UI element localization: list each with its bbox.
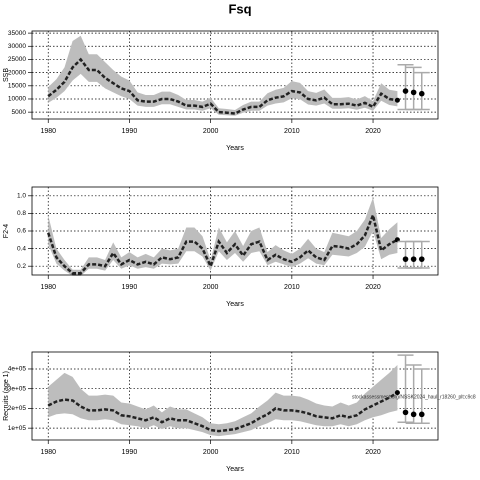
x-tick-label: 2000 [203, 284, 219, 291]
y-axis-label: Recruits (age 1) [3, 371, 10, 421]
y-tick-label: 30000 [8, 43, 26, 50]
forecast-point [402, 256, 409, 262]
x-tick-label: 2010 [284, 128, 300, 135]
plot-frame [31, 186, 439, 276]
forecast-point [418, 90, 425, 97]
y-axis-label: SSB [3, 68, 10, 82]
estimate-line [47, 57, 398, 115]
plot-frame [31, 351, 439, 441]
forecast-point [410, 256, 417, 262]
y-tick-label: 10000 [8, 96, 26, 103]
x-tick-label: 1980 [40, 128, 56, 135]
x-tick-label: 2020 [365, 128, 381, 135]
x-axis-label: Years [226, 466, 244, 473]
y-tick-label: 0.6 [17, 228, 26, 235]
y-tick-label: 0.2 [17, 263, 26, 270]
x-tick-label: 1980 [40, 449, 56, 456]
y-tick-label: 5000 [12, 109, 27, 116]
x-tick-label: 2020 [365, 284, 381, 291]
chart-title: Fsq [228, 1, 251, 16]
forecast-point [418, 411, 425, 418]
estimate-line [47, 391, 399, 433]
annotation: stockassessment.org/NSSK2024_haul_r18260… [352, 394, 476, 400]
forecast-point [410, 89, 417, 96]
x-axis-label: Years [226, 145, 244, 152]
y-axis-label: F2-4 [3, 224, 10, 239]
y-tick-label: 0.4 [17, 245, 26, 252]
y-tick-label: 1.0 [17, 193, 26, 200]
y-tick-label: 2e+05 [8, 405, 27, 412]
x-tick-label: 1990 [122, 284, 138, 291]
x-axis-label: Years [226, 301, 244, 308]
forecast-point [402, 88, 409, 94]
x-tick-label: 2010 [284, 284, 300, 291]
x-tick-label: 2010 [284, 449, 300, 456]
x-tick-label: 2020 [365, 449, 381, 456]
y-tick-label: 35000 [8, 30, 26, 37]
y-tick-label: 0.8 [17, 210, 26, 217]
plot-frame [31, 30, 439, 120]
forecast-point [402, 409, 409, 416]
last-estimate-point [394, 390, 400, 396]
confidence-band [48, 35, 398, 116]
y-tick-label: 4e+05 [8, 366, 27, 373]
forecast-point [410, 411, 417, 418]
y-tick-label: 1e+05 [8, 425, 27, 432]
forecast-point [418, 256, 425, 262]
y-tick-label: 15000 [8, 83, 26, 90]
y-tick-label: 3e+05 [8, 385, 27, 392]
y-tick-label: 20000 [8, 69, 26, 76]
estimate-line [47, 211, 398, 275]
x-tick-label: 1990 [122, 449, 138, 456]
y-tick-label: 25000 [8, 56, 26, 63]
confidence-band [48, 197, 398, 276]
x-tick-label: 1990 [122, 128, 138, 135]
x-tick-label: 2000 [203, 128, 219, 135]
last-estimate-point [394, 97, 400, 103]
x-tick-label: 2000 [203, 449, 219, 456]
x-tick-label: 1980 [40, 284, 56, 291]
